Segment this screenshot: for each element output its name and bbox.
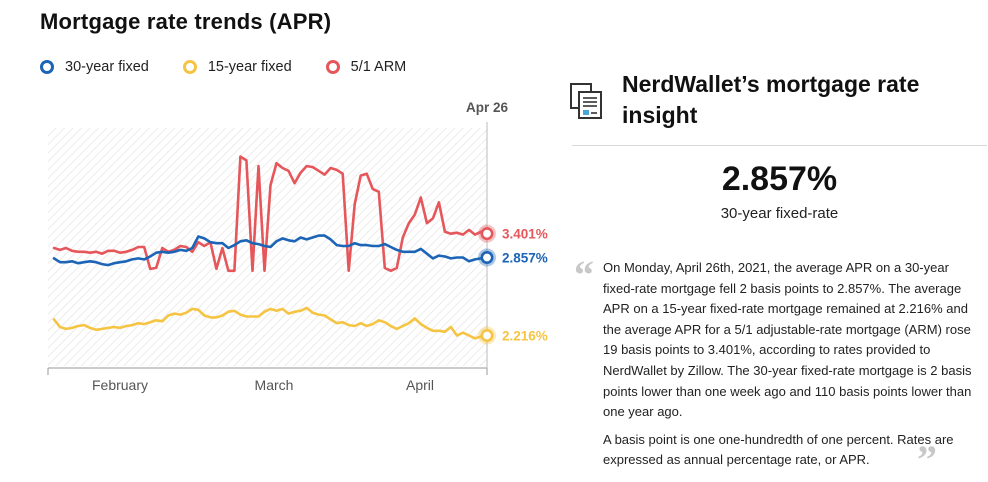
chart-title: Mortgage rate trends (APR) (40, 9, 332, 34)
chart-legend: 30-year fixed 15-year fixed 5/1 ARM (40, 56, 440, 78)
legend-dot-30-year (40, 60, 54, 74)
rate-chart: February March April Apr 26 2.857% 2.216% 3.40… (47, 100, 548, 393)
legend-item-30-year[interactable]: 30-year fixed (40, 59, 149, 75)
series-line-30-year-fixed (52, 234, 489, 267)
insight-paragraph-1: On Monday, April 26th, 2021, the average… (603, 260, 972, 420)
legend-label-15-year: 15-year fixed (207, 59, 292, 75)
end-value-label-5-1-arm: 3.401% (502, 227, 548, 242)
series-line-15-year-fixed (52, 306, 489, 340)
insight-divider (572, 145, 987, 146)
x-tick-label: March (255, 377, 294, 393)
legend-label-30-year: 30-year fixed (65, 59, 149, 75)
insight-paragraph-2: A basis point is one one-hundredth of on… (603, 431, 954, 468)
insight-title: NerdWallet’s mortgage rate insight (622, 71, 920, 128)
close-quote-mark: ” (917, 437, 937, 482)
x-tick-label: February (92, 377, 148, 393)
end-marker-5-1-arm (480, 227, 494, 241)
legend-dot-arm (325, 60, 340, 74)
x-tick-label: April (406, 377, 434, 393)
headline-rate-label: 30-year fixed-rate (720, 205, 839, 222)
insight-body: On Monday, April 26th, 2021, the average… (603, 258, 973, 478)
document-icon (570, 83, 602, 119)
end-value-label-15-year-fixed: 2.216% (502, 329, 548, 344)
open-quote-mark: “ (574, 252, 594, 297)
legend-label-arm: 5/1 ARM (350, 59, 407, 75)
headline-rate: 2.857% (721, 160, 838, 198)
series-line-5-1-arm (52, 155, 489, 273)
legend-item-15-year[interactable]: 15-year fixed (182, 59, 292, 75)
end-value-label-30-year-fixed: 2.857% (502, 250, 548, 265)
current-date-label: Apr 26 (466, 100, 509, 115)
legend-item-arm[interactable]: 5/1 ARM (325, 59, 407, 75)
end-marker-30-year-fixed (480, 250, 494, 264)
legend-dot-15-year (182, 60, 197, 74)
end-marker-15-year-fixed (480, 329, 494, 343)
